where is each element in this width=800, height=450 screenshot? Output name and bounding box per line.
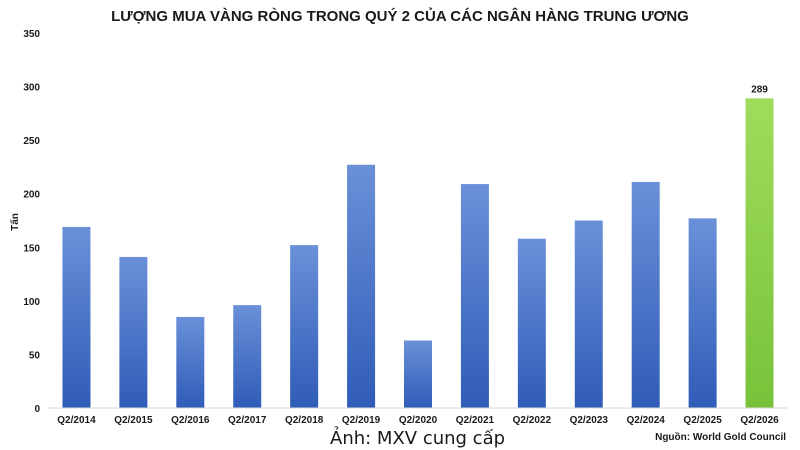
image-caption: Ảnh: MXV cung cấp (330, 428, 506, 449)
y-tick-label: 150 (23, 243, 40, 254)
bar (176, 316, 205, 408)
chart-title: LƯỢNG MUA VÀNG RÒNG TRONG QUÝ 2 CỦA CÁC … (111, 7, 689, 25)
x-tick-label: Q2/2015 (114, 415, 153, 426)
y-tick-label: 100 (23, 297, 40, 308)
x-tick-label: Q2/2018 (285, 415, 324, 426)
bar (517, 238, 546, 408)
x-tick-label: Q2/2023 (570, 415, 609, 426)
y-tick-label: 300 (23, 83, 40, 94)
x-tick-label: Q2/2014 (57, 415, 96, 426)
x-tick-label: Q2/2024 (627, 415, 666, 426)
bar (460, 184, 489, 408)
y-axis-label: Tấn (9, 213, 21, 231)
y-tick-label: 0 (34, 404, 40, 415)
x-tick-label: Q2/2017 (228, 415, 267, 426)
x-tick-label: Q2/2025 (683, 415, 722, 426)
bars (62, 98, 774, 408)
source-note: Nguồn: World Gold Council (655, 432, 786, 443)
bar (233, 305, 262, 408)
y-tick-label: 200 (23, 190, 40, 201)
bar (62, 226, 91, 408)
y-tick-label: 50 (29, 350, 41, 361)
y-axis-ticks: 0 50 100 150 200 250 300 350 (23, 29, 40, 415)
bar (745, 98, 774, 408)
bar (574, 220, 603, 408)
x-tick-label: Q2/2020 (399, 415, 438, 426)
x-tick-label: Q2/2016 (171, 415, 210, 426)
y-tick-label: 250 (23, 136, 40, 147)
bar (119, 256, 148, 408)
x-tick-label: Q2/2019 (342, 415, 381, 426)
data-label: 289 (751, 84, 768, 95)
y-tick-label: 350 (23, 29, 40, 40)
bar (688, 218, 717, 408)
data-labels: 289 (751, 84, 768, 95)
x-tick-label: Q2/2021 (456, 415, 495, 426)
bar (631, 181, 660, 408)
bar (347, 164, 376, 408)
x-axis-ticks: Q2/2014 Q2/2015 Q2/2016 Q2/2017 Q2/2018 Q2/20… (57, 415, 779, 426)
bar (290, 245, 319, 408)
x-tick-label: Q2/2022 (513, 415, 552, 426)
x-tick-label: Q2/2026 (740, 415, 779, 426)
bar (404, 340, 432, 408)
